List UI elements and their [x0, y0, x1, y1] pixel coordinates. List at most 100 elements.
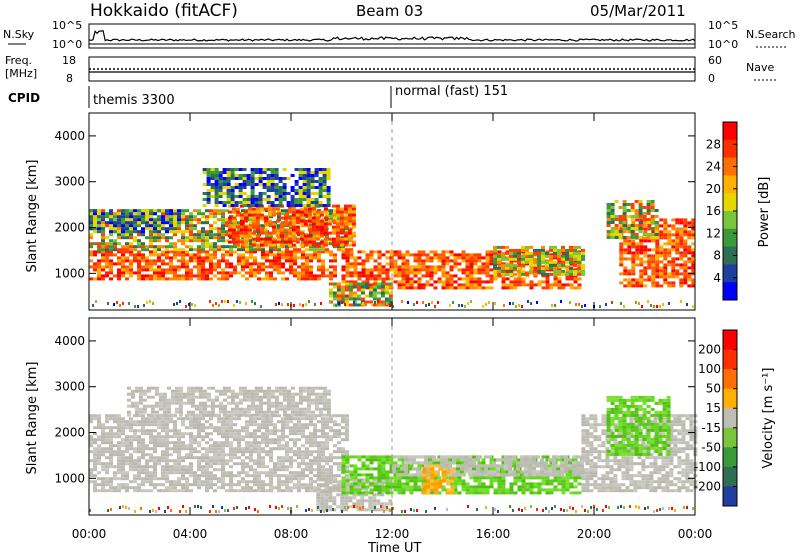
power-cell — [226, 174, 231, 177]
power-cell — [206, 192, 211, 195]
power-cell — [302, 177, 307, 180]
power-cell — [121, 233, 125, 237]
power-cell — [265, 233, 269, 237]
power-cell — [161, 224, 165, 228]
power-cell — [274, 189, 279, 192]
power-cell — [149, 212, 153, 216]
power-cell — [227, 216, 232, 220]
power-cell — [647, 239, 652, 243]
power-cell — [193, 259, 197, 263]
power-cell — [541, 248, 545, 252]
power-cell — [513, 286, 518, 290]
power-cell — [687, 266, 692, 270]
power-cell — [614, 218, 619, 221]
power-cell — [161, 253, 165, 257]
velocity-cell — [320, 478, 325, 482]
velocity-cell — [286, 392, 291, 396]
velocity-cell — [221, 468, 225, 472]
power-cell — [193, 227, 197, 231]
velocity-cell — [145, 477, 149, 481]
power-cell — [226, 186, 231, 189]
power-cell — [125, 236, 129, 240]
power-cell — [368, 294, 373, 298]
power-speckle — [377, 300, 379, 303]
power-cell — [153, 268, 157, 272]
power-cell — [141, 233, 145, 237]
power-cell — [573, 280, 578, 284]
power-cell — [291, 228, 296, 232]
power-cell — [429, 265, 434, 269]
velocity-cell — [109, 450, 113, 454]
velocity-cell — [89, 414, 93, 418]
power-cell — [217, 230, 221, 234]
velocity-cell — [141, 447, 145, 451]
velocity-cell — [305, 441, 309, 445]
power-cell — [311, 237, 316, 241]
velocity-cell — [181, 447, 185, 451]
velocity-cell — [209, 462, 213, 466]
velocity-cell — [286, 401, 291, 405]
power-cell — [121, 230, 125, 234]
power-cell — [255, 219, 260, 223]
power-speckle — [143, 304, 145, 307]
power-cell — [639, 218, 644, 222]
velocity-cell — [309, 459, 313, 463]
velocity-cell — [233, 432, 237, 436]
power-cell — [361, 280, 366, 284]
power-cell — [401, 283, 406, 287]
velocity-cell — [277, 435, 281, 439]
power-cell — [117, 215, 121, 219]
velocity-cell — [286, 389, 291, 393]
power-cell — [214, 168, 219, 171]
velocity-cell — [177, 462, 181, 466]
velocity-cell — [134, 389, 139, 393]
power-cell — [683, 242, 688, 246]
power-cell — [259, 240, 264, 244]
power-cell — [241, 274, 245, 278]
velocity-cell — [105, 489, 109, 493]
power-cell — [485, 253, 490, 257]
power-cell — [345, 248, 349, 252]
velocity-cell — [261, 483, 265, 487]
power-cell — [651, 278, 656, 282]
power-cell — [417, 256, 422, 260]
velocity-cell — [341, 432, 345, 436]
power-cell — [341, 277, 346, 281]
velocity-cell — [209, 432, 213, 436]
power-cell — [453, 262, 458, 266]
power-cell — [165, 277, 169, 281]
power-cell — [509, 254, 513, 258]
power-cell — [321, 242, 325, 246]
power-cell — [557, 257, 561, 261]
power-cell — [441, 286, 446, 290]
power-cell — [238, 168, 243, 171]
velocity-cell — [253, 483, 257, 487]
power-cell — [501, 274, 506, 278]
power-cell — [270, 183, 275, 186]
velocity-cell — [333, 429, 337, 433]
power-cell — [525, 257, 529, 261]
power-cell — [277, 262, 281, 266]
power-cell — [441, 280, 446, 284]
power-cell — [189, 268, 193, 272]
power-cell — [201, 242, 205, 246]
power-cell — [349, 239, 353, 243]
velocity-cell — [190, 389, 195, 393]
power-cell — [121, 274, 125, 278]
velocity-cell — [237, 489, 241, 493]
power-cell — [153, 253, 157, 257]
velocity-cell — [306, 398, 311, 402]
velocity-cell — [282, 410, 287, 414]
velocity-cell — [321, 459, 325, 463]
velocity-cell — [309, 489, 313, 493]
power-cell — [651, 275, 656, 279]
power-cell — [345, 250, 350, 254]
power-cell — [225, 233, 229, 237]
velocity-cell — [162, 392, 167, 396]
velocity-cell — [245, 483, 249, 487]
power-cell — [335, 213, 340, 217]
power-cell — [372, 288, 377, 292]
power-cell — [213, 262, 217, 266]
velocity-cell — [230, 413, 235, 417]
velocity-cell — [101, 483, 105, 487]
